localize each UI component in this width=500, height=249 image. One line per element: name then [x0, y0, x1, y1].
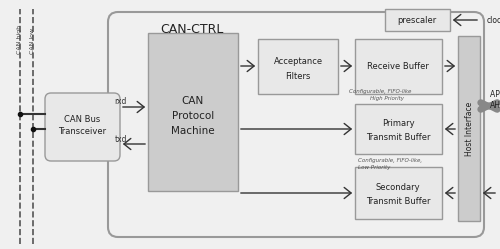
Text: prescaler: prescaler	[398, 15, 436, 24]
Bar	[385, 9, 450, 31]
Text: High Priority: High Priority	[370, 96, 404, 101]
Text: CAN Bus: CAN Bus	[64, 115, 100, 124]
Text: Configurable, FIFO-like,: Configurable, FIFO-like,	[358, 158, 422, 163]
Bar	[148, 33, 238, 191]
Text: Primary: Primary	[382, 119, 414, 127]
FancyBboxPatch shape	[108, 12, 484, 237]
Text: CAN low: CAN low	[30, 28, 36, 54]
Text: Transceiver: Transceiver	[58, 126, 106, 135]
Text: Transmit Buffer: Transmit Buffer	[366, 132, 430, 141]
Bar	[355, 39, 442, 94]
Text: Transmit Buffer: Transmit Buffer	[366, 196, 430, 205]
Text: rxd: rxd	[114, 97, 127, 106]
Text: CAN high: CAN high	[18, 25, 22, 54]
Bar	[355, 104, 442, 154]
Text: Acceptance: Acceptance	[274, 57, 322, 65]
Text: CAN-CTRL: CAN-CTRL	[160, 23, 224, 36]
FancyBboxPatch shape	[45, 93, 120, 161]
Text: Interrupt: Interrupt	[499, 188, 500, 197]
Text: Secondary: Secondary	[376, 183, 420, 191]
Bar	[355, 167, 442, 219]
Text: CAN: CAN	[182, 96, 204, 106]
Text: Receive Buffer: Receive Buffer	[367, 62, 429, 70]
Bar	[258, 39, 338, 94]
Text: Protocol: Protocol	[172, 111, 214, 121]
Text: Filters: Filters	[286, 71, 310, 80]
Text: Host Interface: Host Interface	[464, 102, 473, 156]
Text: Configurable, FIFO-like: Configurable, FIFO-like	[349, 89, 411, 94]
Bar	[458, 36, 480, 221]
Text: AHB-Lite: AHB-Lite	[490, 101, 500, 110]
Text: Machine: Machine	[171, 126, 215, 136]
Text: Low Priority: Low Priority	[358, 165, 390, 170]
Text: clock: clock	[487, 15, 500, 24]
Text: APB or: APB or	[490, 89, 500, 99]
Text: txd: txd	[114, 134, 127, 143]
